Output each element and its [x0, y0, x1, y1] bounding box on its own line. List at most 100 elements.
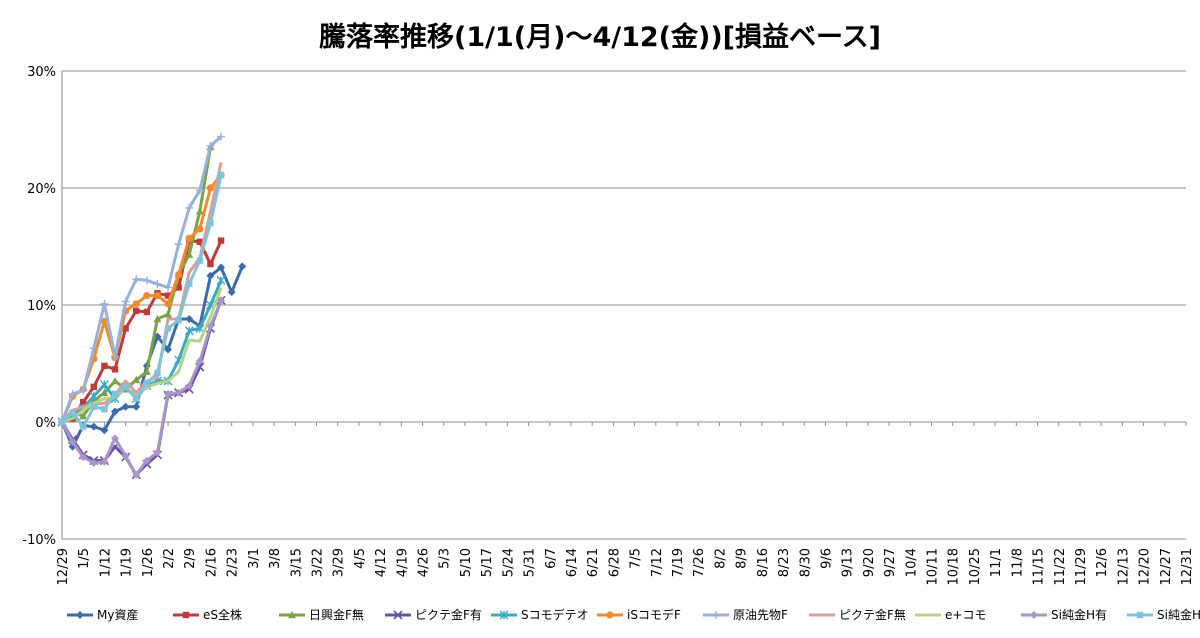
legend-item: My資産 [67, 607, 138, 622]
data-point [196, 257, 204, 264]
x-tick-label: 2/2 [162, 548, 177, 569]
data-point [174, 240, 183, 249]
data-point [132, 375, 141, 384]
legend-label: My資産 [97, 607, 138, 622]
data-point [164, 389, 173, 398]
series-lines [57, 132, 247, 480]
x-tick-label: 5/31 [523, 548, 538, 577]
legend: My資産 eS全株 日興金F無 ピクテ金F有 Sコモデテオ iSコモデF 原油先物F ピクテ金… [67, 607, 1200, 622]
data-point [393, 610, 403, 620]
data-point [89, 422, 98, 431]
data-point [142, 456, 151, 465]
x-tick-label: 9/27 [883, 548, 898, 577]
data-point [121, 297, 130, 306]
data-point [143, 380, 151, 387]
series-原油先物F [58, 132, 226, 426]
data-point [89, 391, 99, 401]
x-tick-label: 11/8 [1010, 548, 1025, 577]
x-tick-label: 8/16 [756, 548, 771, 577]
x-tick-label: 9/13 [841, 548, 856, 577]
data-point [111, 377, 120, 385]
x-tick-label: 2/23 [226, 548, 241, 577]
x-tick-label: 5/24 [501, 548, 516, 577]
data-point [207, 219, 214, 227]
x-tick-label: 8/23 [777, 548, 792, 577]
legend-label: 原油先物F [733, 608, 788, 622]
data-point [89, 458, 98, 467]
legend-item: ピクテ金F有 [385, 607, 482, 622]
x-tick-label: 2/9 [183, 548, 198, 569]
data-point [111, 366, 119, 373]
data-point [606, 611, 614, 619]
marker-stroke [393, 610, 403, 620]
x-tick-label: 3/8 [268, 548, 283, 569]
y-tick-label: -10% [22, 533, 56, 548]
y-tick-label: 30% [27, 65, 56, 80]
x-tick-label: 6/28 [607, 548, 622, 577]
data-point [217, 296, 226, 305]
x-tick-label: 7/5 [629, 548, 644, 569]
x-tick-label: 6/14 [565, 548, 580, 577]
x-tick-label: 4/5 [353, 548, 368, 569]
data-point [143, 308, 151, 316]
x-tick-label: 11/15 [1032, 548, 1047, 585]
data-point [90, 403, 98, 410]
data-point [217, 237, 225, 244]
x-tick-label: 4/12 [374, 548, 389, 577]
data-point [185, 234, 193, 242]
x-tick-label: 12/20 [1138, 548, 1153, 585]
legend-label: eS全株 [203, 607, 242, 622]
data-point [206, 271, 215, 280]
data-point [207, 260, 214, 268]
data-point [174, 388, 183, 397]
data-point [122, 383, 129, 391]
data-point [185, 250, 194, 258]
series-line [60, 135, 223, 423]
legend-item: ピクテ金F無 [809, 607, 906, 622]
data-point [185, 315, 194, 324]
chart-title: 騰落率推移(1/1(月)～4/12(金))[損益ベース] [319, 21, 881, 53]
data-point [238, 262, 247, 271]
data-point [217, 132, 226, 141]
legend-label: Sコモデテオ [521, 607, 589, 622]
data-point [80, 423, 87, 430]
x-tick-label: 10/18 [947, 548, 962, 585]
data-point [121, 402, 130, 411]
data-point [153, 279, 162, 288]
y-axis-tick-labels: -10% 0% 10% 20% 30% [22, 65, 56, 548]
data-point [712, 611, 720, 619]
y-tick-label: 10% [27, 299, 56, 314]
data-point [196, 225, 204, 233]
x-tick-label: 7/19 [671, 548, 686, 577]
x-tick-label: 3/29 [332, 548, 347, 577]
x-tick-label: 1/5 [77, 548, 92, 569]
x-tick-label: 5/17 [480, 548, 495, 577]
data-point [143, 292, 151, 300]
data-point [111, 390, 119, 398]
legend-label: iSコモデF [627, 607, 681, 622]
x-tick-label: 9/6 [819, 548, 834, 569]
data-point [89, 344, 98, 353]
data-point [195, 357, 204, 366]
data-point [499, 610, 509, 620]
legend-label: ピクテ金F無 [839, 607, 906, 622]
data-point [1136, 611, 1144, 619]
x-tick-label: 3/22 [310, 548, 325, 577]
legend-item: Si純金H無 [1127, 607, 1200, 622]
data-point [132, 275, 141, 284]
x-tick-label: 4/26 [417, 548, 432, 577]
data-point [68, 389, 77, 398]
x-tick-label: 8/30 [798, 548, 813, 577]
legend-item: iSコモデF [597, 607, 681, 622]
data-point [142, 276, 151, 285]
data-point [195, 207, 204, 215]
x-tick-label: 6/21 [586, 548, 601, 577]
legend-item: e+コモ [915, 608, 986, 622]
data-point [164, 292, 172, 299]
data-point [111, 407, 120, 416]
data-point [196, 238, 204, 246]
series-line [61, 174, 223, 429]
x-tick-label: 11/29 [1074, 548, 1089, 585]
data-point [133, 395, 140, 402]
data-point [111, 352, 120, 361]
